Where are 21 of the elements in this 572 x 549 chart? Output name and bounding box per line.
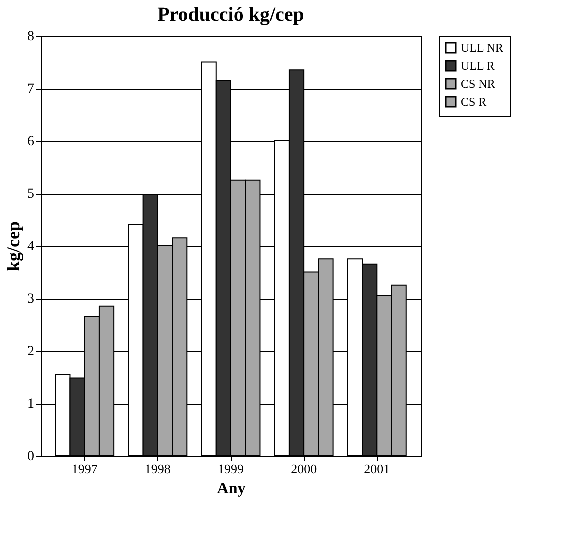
y-axis-title: kg/cep	[4, 221, 24, 272]
legend-label: ULL R	[461, 59, 495, 73]
x-tick-label: 1997	[72, 462, 98, 476]
x-tick-label: 1998	[144, 462, 171, 476]
y-tick-label: 4	[28, 240, 34, 254]
y-tick-label: 1	[28, 397, 34, 412]
legend-label: ULL NR	[461, 41, 504, 55]
chart-title: Producció kg/cep	[158, 4, 304, 26]
legend-label: CS NR	[461, 77, 496, 91]
y-tick-label: 5	[28, 187, 34, 202]
y-tick-label: 0	[28, 450, 34, 464]
x-tick-label: 2000	[291, 462, 318, 476]
x-tick-label: 1999	[218, 462, 244, 476]
y-tick-label: 7	[28, 82, 34, 97]
legend-label: CS R	[461, 95, 487, 109]
x-axis-title: Any	[217, 480, 246, 498]
y-tick-label: 8	[28, 30, 34, 44]
y-tick-label: 3	[28, 292, 34, 307]
y-tick-label: 2	[28, 344, 34, 360]
x-tick-label: 2001	[364, 462, 390, 476]
y-tick-label: 6	[28, 134, 34, 150]
